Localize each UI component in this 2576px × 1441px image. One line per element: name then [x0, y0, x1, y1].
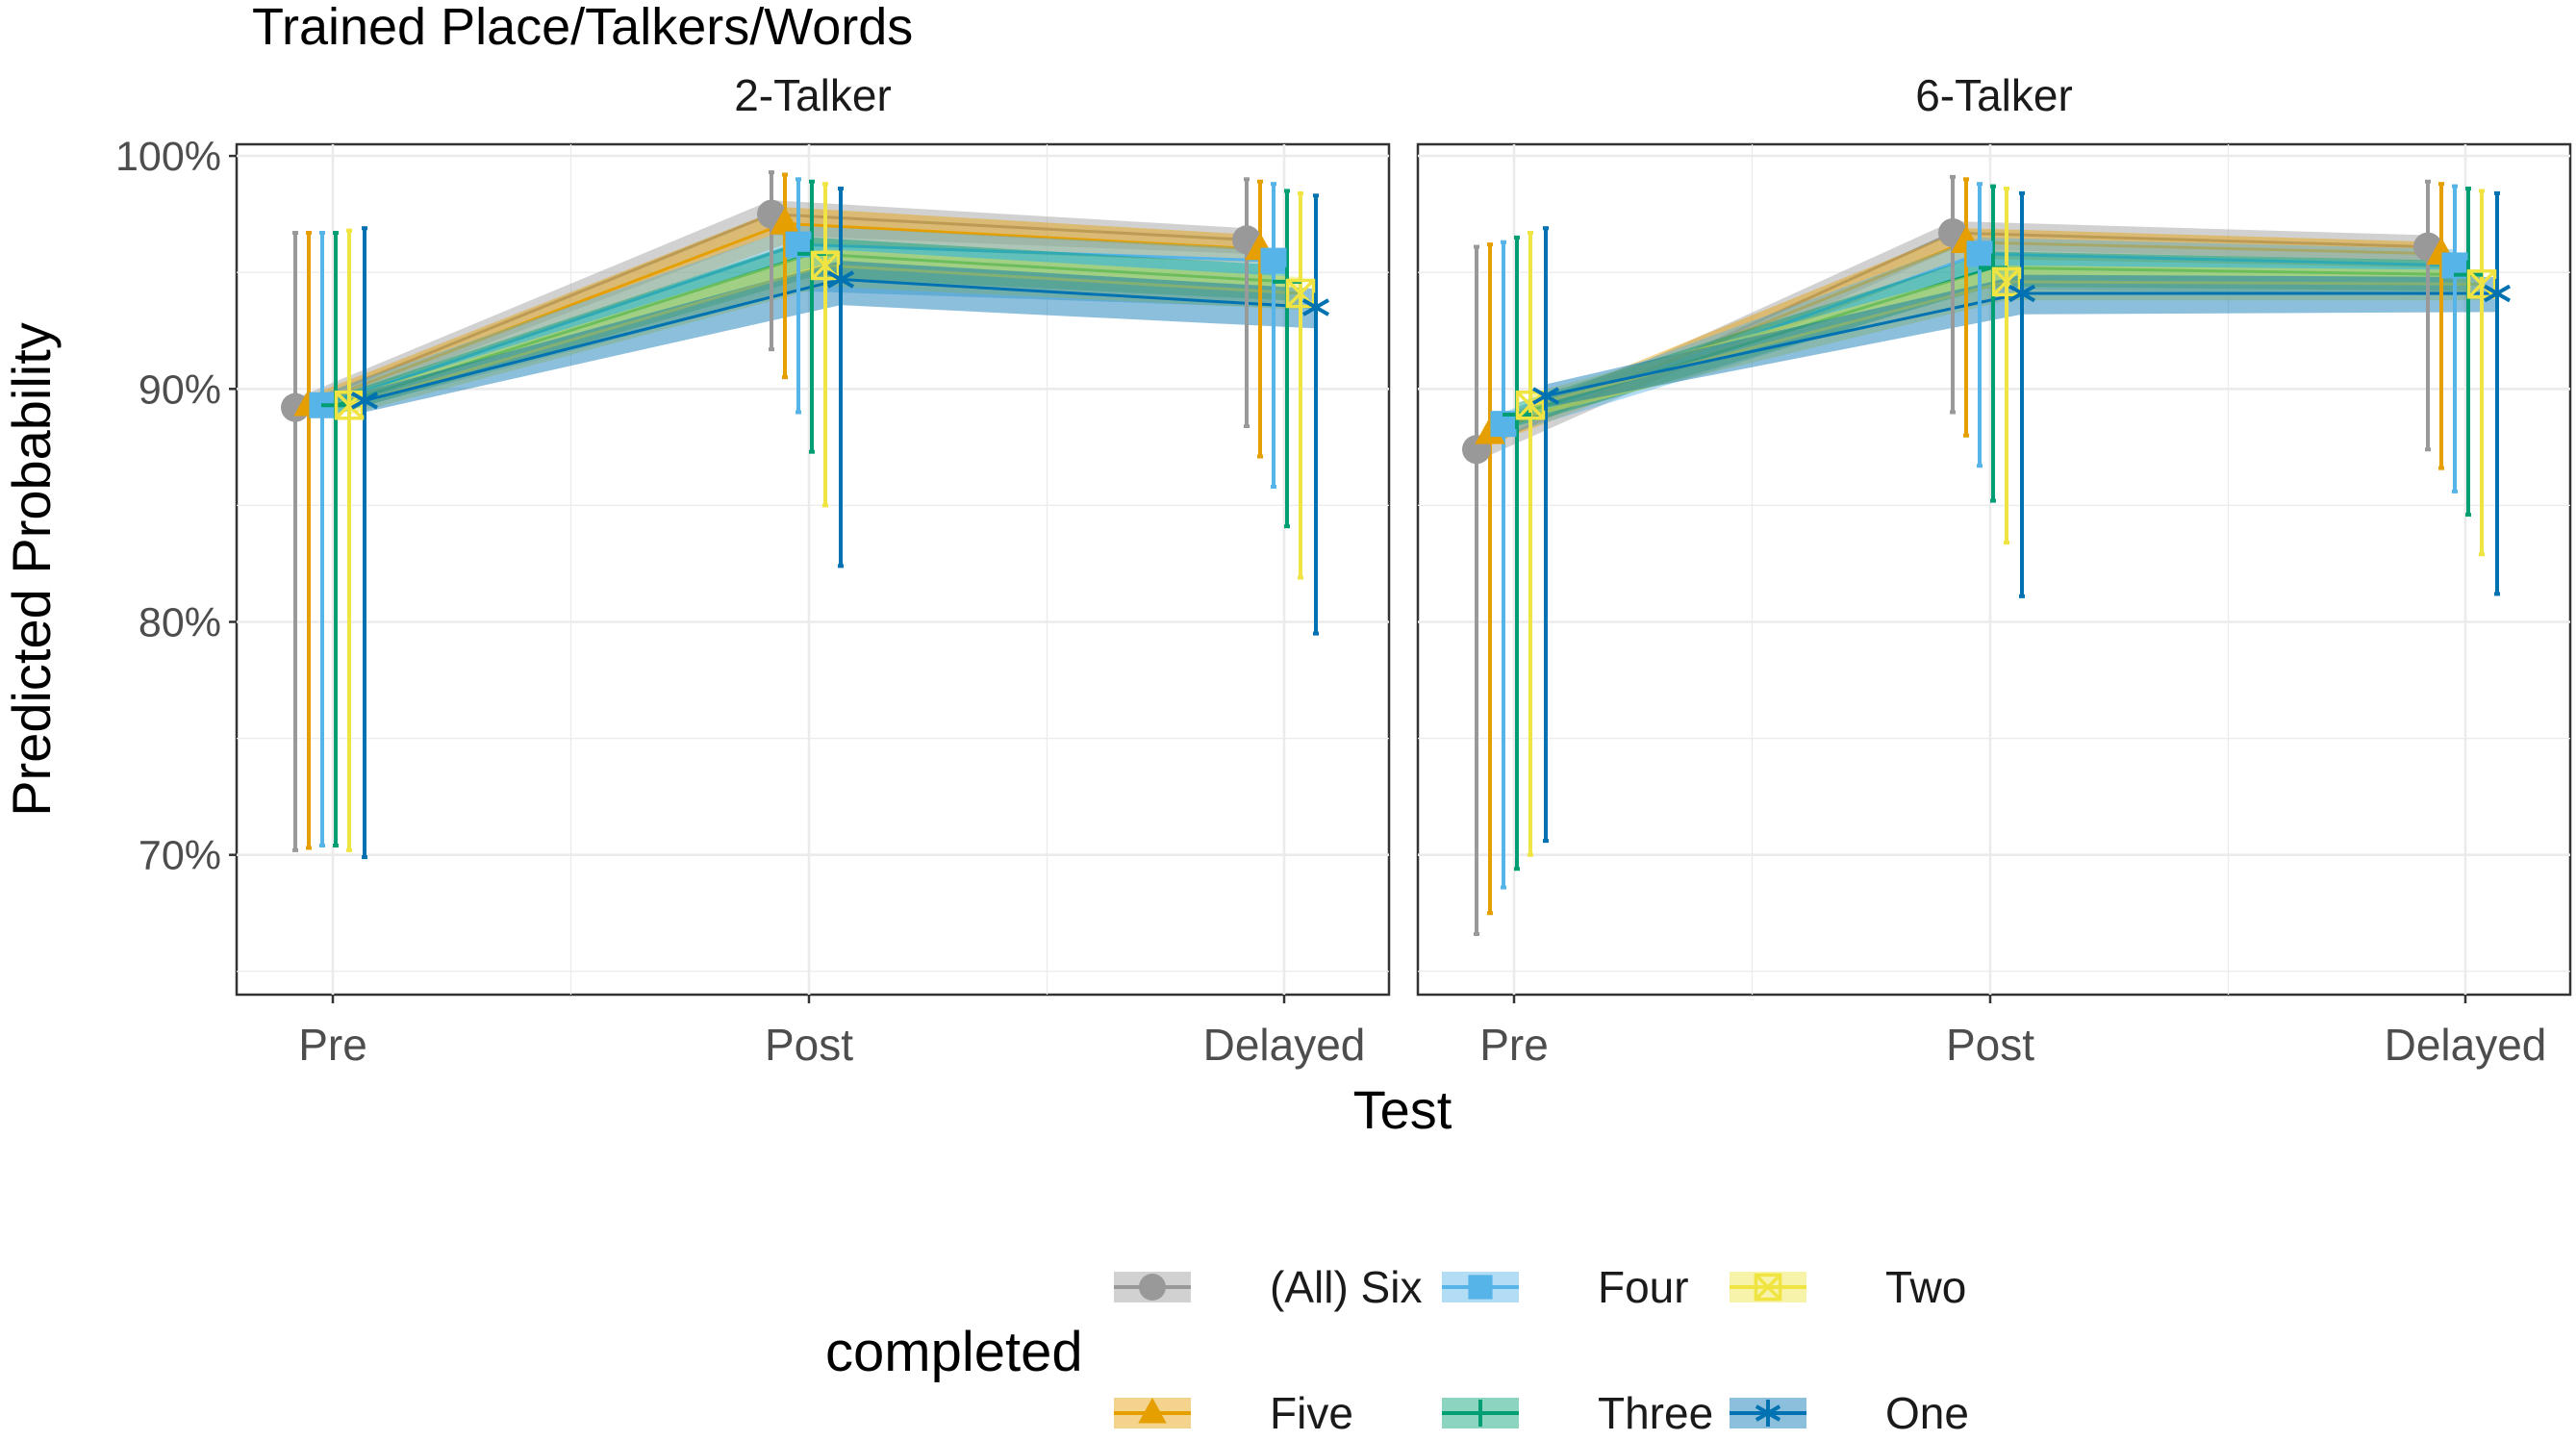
error-bar-five: [306, 231, 312, 850]
error-bar-two: [1528, 231, 1533, 857]
ribbon-five: [1490, 228, 2441, 445]
ribbon-one: [365, 261, 1316, 413]
legend-label: (All) Six: [1270, 1262, 1422, 1312]
error-bar-all-six: [1474, 244, 1479, 937]
point-one: [2483, 279, 2512, 309]
legend: completed (All) Six Five Four Three Two One: [825, 1262, 1969, 1438]
error-bar-four: [796, 177, 801, 415]
legend-label: Four: [1598, 1262, 1689, 1312]
error-bar-five: [1487, 242, 1493, 916]
error-bar-three: [333, 231, 339, 847]
panel-2-talker: 2-Talker Pre Post Delayed: [235, 70, 1391, 1070]
point-one: [2008, 279, 2036, 309]
error-bar-four: [1977, 182, 1983, 468]
point-two: [1515, 391, 1546, 420]
legend-label: One: [1885, 1388, 1969, 1438]
error-bar-five: [2438, 182, 2444, 470]
legend-key-all-six: [1139, 1274, 1166, 1301]
error-bar-four: [319, 231, 325, 847]
legend-key-one: [1755, 1400, 1781, 1427]
point-one: [350, 386, 379, 416]
y-tick-label: 100%: [115, 134, 221, 180]
error-bar-three: [1284, 189, 1290, 529]
x-tick-label-pre: Pre: [1479, 1020, 1549, 1070]
point-one: [1531, 381, 1560, 411]
y-tick-label: 90%: [139, 367, 221, 413]
legend-item-two: Two: [1730, 1262, 1966, 1312]
error-bar-one: [838, 187, 844, 569]
ribbon-two: [349, 248, 1301, 415]
error-bar-one: [1313, 193, 1319, 636]
error-bar-three: [1990, 184, 1996, 503]
y-axis: 70% 80% 90% 100%: [115, 134, 237, 879]
error-bar-all-six: [292, 231, 298, 852]
error-bar-four: [1501, 240, 1506, 890]
ribbon-four: [1503, 237, 2455, 436]
y-tick-label: 70%: [139, 833, 221, 879]
legend-title: completed: [825, 1321, 1083, 1383]
point-five: [1475, 417, 1505, 444]
error-bar-one: [1543, 226, 1549, 844]
error-bar-three: [1514, 235, 1520, 872]
legend-key-five: [1138, 1397, 1167, 1424]
error-bar-four: [1271, 182, 1276, 490]
panel-border: [1416, 142, 2572, 997]
point-one: [826, 265, 855, 294]
error-bar-five: [1257, 179, 1263, 459]
point-four: [1260, 247, 1287, 274]
ribbon-three: [336, 237, 1287, 415]
facet-label: 2-Talker: [734, 70, 892, 120]
point-four: [1966, 240, 1993, 267]
legend-item-five: Five: [1114, 1388, 1353, 1438]
x-tick-label-delayed: Delayed: [1203, 1020, 1366, 1070]
error-bar-all-six: [2425, 179, 2431, 452]
error-bar-two: [822, 182, 828, 508]
legend-label: Three: [1598, 1388, 1713, 1438]
error-bar-two: [346, 228, 352, 852]
ribbon-one: [1546, 274, 2497, 408]
x-tick-label-delayed: Delayed: [2385, 1020, 2547, 1070]
error-bar-all-six: [1244, 177, 1250, 429]
x-tick-label-post: Post: [1946, 1020, 2034, 1070]
x-tick-label-pre: Pre: [298, 1020, 367, 1070]
point-five: [770, 207, 800, 235]
error-bar-two: [2479, 189, 2485, 557]
error-bar-one: [2019, 190, 2025, 598]
point-two: [2466, 269, 2497, 299]
legend-item-all-six: (All) Six: [1114, 1262, 1422, 1312]
error-bar-two: [2004, 187, 2009, 545]
ribbon-four: [322, 225, 1274, 417]
legend-item-one: One: [1730, 1388, 1969, 1438]
legend-label: Two: [1885, 1262, 1966, 1312]
legend-label: Five: [1270, 1388, 1353, 1438]
error-bar-two: [1298, 190, 1303, 580]
legend-key-three: [1467, 1400, 1494, 1427]
error-bar-one: [2494, 190, 2500, 596]
error-bar-three: [809, 179, 815, 454]
y-axis-title: Predicted Probability: [1, 322, 62, 817]
panel-border: [235, 142, 1391, 997]
panel-6-talker: 6-Talker Pre Post Delayed: [1416, 70, 2572, 1070]
error-bar-five: [1963, 177, 1969, 438]
legend-key-two: [1754, 1273, 1782, 1302]
error-bar-one: [362, 226, 367, 860]
x-tick-label-post: Post: [765, 1020, 853, 1070]
x-axis-title: Test: [1353, 1079, 1452, 1140]
y-tick-label: 80%: [139, 599, 221, 645]
legend-item-three: Three: [1442, 1388, 1713, 1438]
error-bar-three: [2465, 187, 2471, 518]
facet-label: 6-Talker: [1915, 70, 2073, 120]
error-bar-all-six: [1950, 174, 1956, 415]
legend-item-four: Four: [1442, 1262, 1689, 1312]
chart-title: Trained Place/Talkers/Words: [252, 0, 913, 56]
error-bar-four: [2452, 184, 2458, 493]
point-one: [1301, 292, 1330, 322]
legend-key-four: [1468, 1275, 1493, 1300]
